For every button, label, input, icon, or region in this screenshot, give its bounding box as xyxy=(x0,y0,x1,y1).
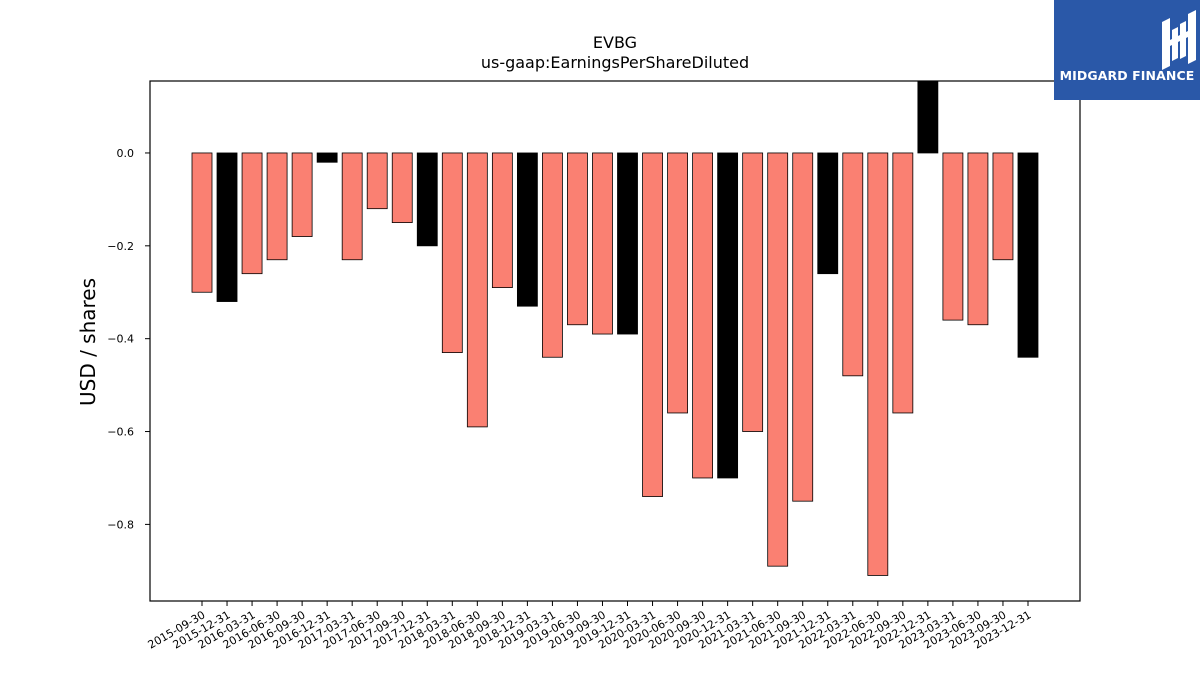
bar-2016-03-31 xyxy=(241,152,263,275)
chart-title: EVBG xyxy=(593,33,637,52)
bar-2018-09-30 xyxy=(491,152,513,289)
bar-2015-09-30 xyxy=(191,152,213,293)
bar-2020-12-31 xyxy=(717,152,739,479)
bar-2017-03-31 xyxy=(341,152,363,261)
y-tick-label: −0.8 xyxy=(107,518,134,531)
chart-subtitle: us-gaap:EarningsPerShareDiluted xyxy=(481,53,749,72)
bar-2022-12-31 xyxy=(917,80,939,154)
bar-2016-06-30 xyxy=(266,152,288,261)
bar-2018-03-31 xyxy=(441,152,463,354)
bar-2022-09-30 xyxy=(892,152,914,414)
bar-2018-12-31 xyxy=(516,152,538,307)
bar-2023-06-30 xyxy=(967,152,989,326)
bar-2017-09-30 xyxy=(391,152,413,224)
bar-2018-06-30 xyxy=(466,152,488,428)
y-axis-label: USD / shares xyxy=(76,278,100,406)
bar-2021-09-30 xyxy=(792,152,814,502)
bar-2019-09-30 xyxy=(592,152,613,335)
bar-2016-09-30 xyxy=(291,152,313,237)
bar-2020-06-30 xyxy=(667,152,688,414)
bars-group xyxy=(191,80,1039,576)
x-ticks-group: 2015-09-302015-12-312016-03-312016-06-30… xyxy=(146,601,1033,652)
bar-2021-03-31 xyxy=(742,152,764,432)
bar-2017-06-30 xyxy=(366,152,388,210)
y-tick-label: 0.0 xyxy=(117,147,135,160)
bar-2021-12-31 xyxy=(817,152,839,275)
bar-2019-06-30 xyxy=(567,152,588,326)
bar-2021-06-30 xyxy=(767,152,789,567)
bar-2019-03-31 xyxy=(542,152,563,358)
bar-2017-12-31 xyxy=(416,152,438,247)
y-tick-label: −0.2 xyxy=(107,240,134,253)
bar-2020-09-30 xyxy=(692,152,713,479)
bar-2023-12-31 xyxy=(1017,152,1039,358)
brand-name: MIDGARD FINANCE xyxy=(1059,68,1195,83)
bar-2016-12-31 xyxy=(316,152,338,163)
y-tick-label: −0.4 xyxy=(107,333,134,346)
bar-2022-03-31 xyxy=(842,152,864,377)
bar-2020-03-31 xyxy=(642,152,663,497)
brand-logo: MIDGARD FINANCE xyxy=(1054,0,1200,100)
bar-2019-12-31 xyxy=(617,152,638,335)
bar-2022-06-30 xyxy=(867,152,889,576)
plot-frame xyxy=(149,80,1081,602)
midgard-logo-icon xyxy=(1162,10,1196,70)
y-tick-label: −0.6 xyxy=(107,426,134,439)
bar-2015-12-31 xyxy=(216,152,238,302)
y-ticks-group: 0.0 −0.2 −0.4 −0.6 −0.8 xyxy=(107,147,150,531)
bar-2023-03-31 xyxy=(942,152,964,321)
bar-2023-09-30 xyxy=(992,152,1014,261)
